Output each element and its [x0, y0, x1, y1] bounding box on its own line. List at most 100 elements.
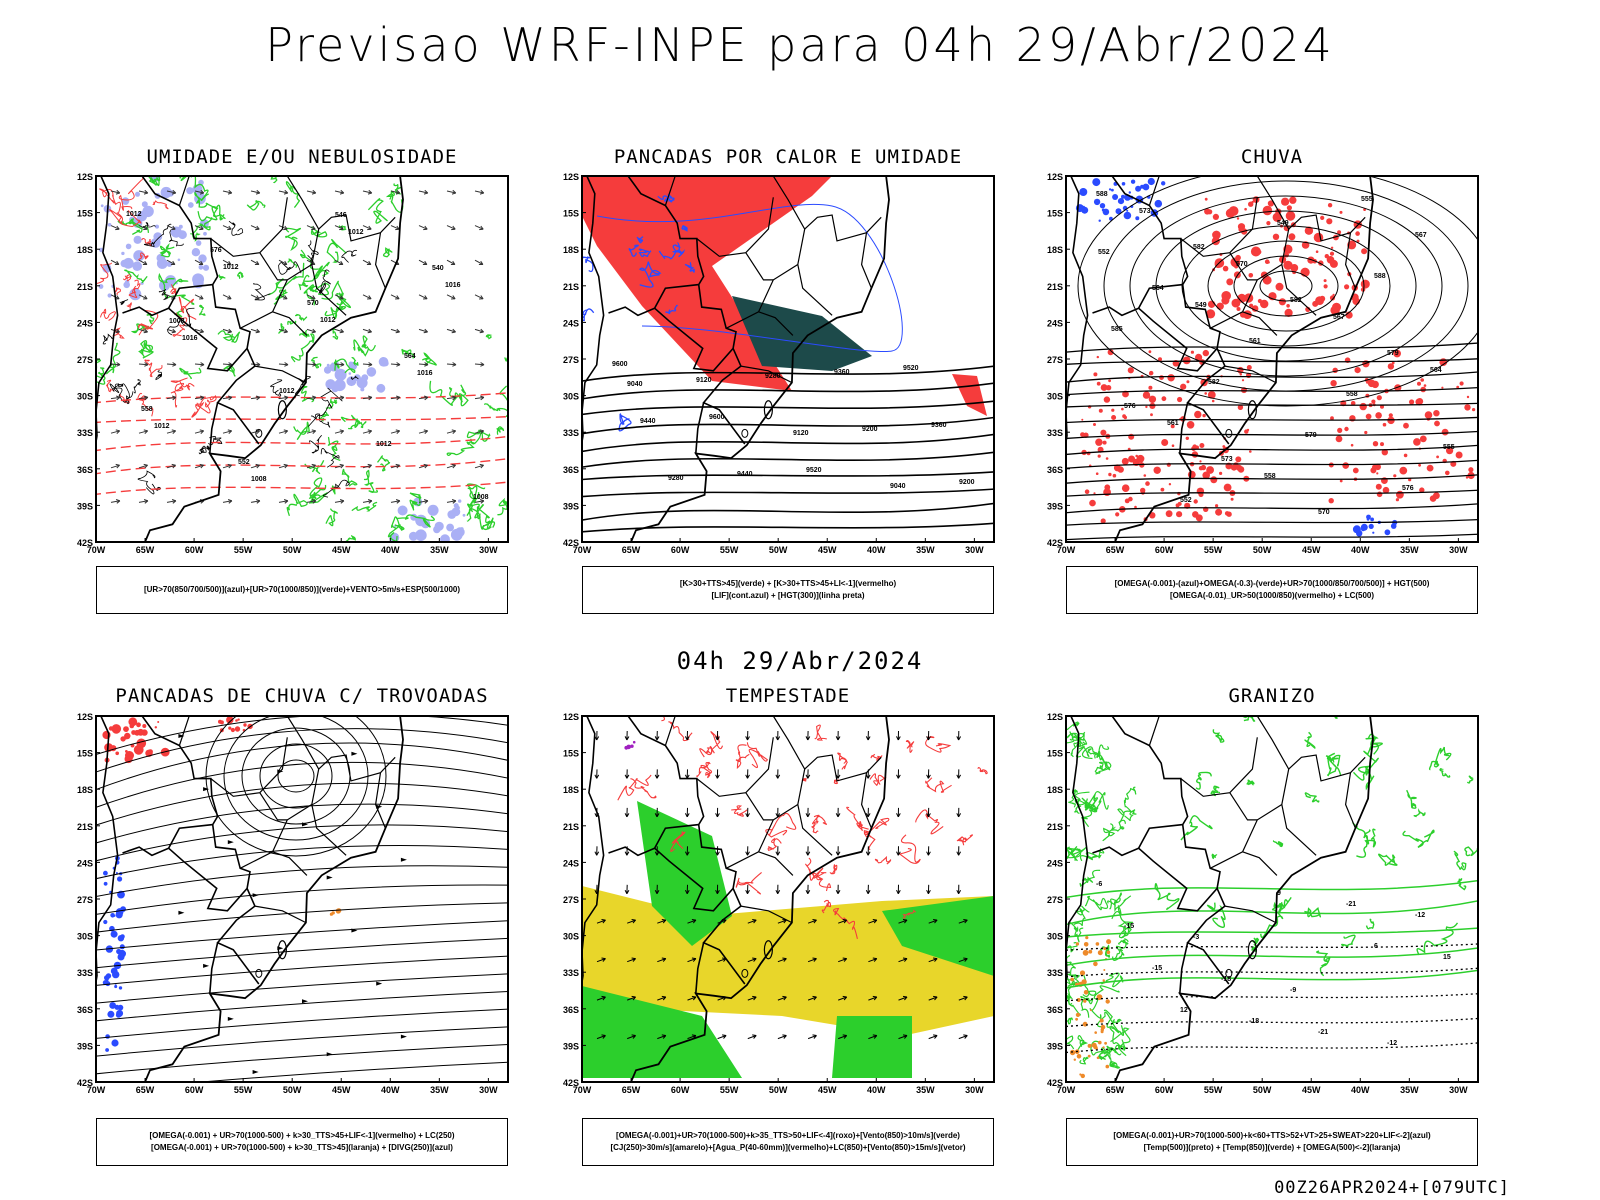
wind-arrowhead — [170, 260, 176, 265]
lon-tick-label: 50W — [1253, 1085, 1272, 1095]
field-speck — [1145, 405, 1148, 409]
contour-squiggle — [1453, 850, 1467, 871]
field-speck — [111, 1039, 119, 1047]
field-speck — [123, 726, 129, 732]
field-speck — [1195, 353, 1203, 361]
wind-arrowhead — [367, 429, 373, 434]
wind-arrowhead — [200, 395, 205, 401]
wind-arrowhead — [654, 813, 660, 818]
field-speck — [326, 363, 330, 367]
contour-squiggle — [137, 392, 154, 417]
field-speck — [626, 746, 629, 749]
wind-arrowhead — [115, 429, 121, 434]
field-speck — [1246, 428, 1250, 432]
state-border — [1288, 214, 1366, 242]
wind-vector — [418, 464, 428, 469]
state-border — [259, 792, 288, 821]
wind-vector — [278, 363, 289, 366]
contour-squiggle — [731, 805, 748, 817]
lon-tick-label: 40W — [381, 1085, 400, 1095]
field-speck — [1237, 404, 1244, 410]
field-speck — [116, 1009, 124, 1017]
contour-label: 576 — [1124, 403, 1136, 410]
field-speck — [1100, 1028, 1104, 1032]
field-speck — [1278, 298, 1286, 306]
wind-arrowhead — [752, 995, 757, 1001]
contour-squiggle — [446, 441, 476, 457]
lat-tick-label: 33S — [77, 428, 93, 438]
wind-vector — [446, 190, 456, 194]
contour-label: 9360 — [931, 422, 947, 429]
wind-arrowhead — [654, 736, 660, 741]
contour-squiggle — [218, 274, 226, 281]
contour-squiggle — [361, 335, 377, 352]
field-speck — [103, 919, 108, 925]
field-speck — [1095, 472, 1099, 476]
field-speck — [1147, 177, 1155, 186]
state-border — [664, 176, 676, 206]
contour-squiggle — [767, 837, 782, 851]
country-border — [654, 284, 737, 372]
wind-arrowhead — [956, 813, 962, 818]
contour-squiggle — [681, 225, 688, 232]
wind-arrowhead — [654, 889, 660, 895]
contour-label: 9520 — [903, 365, 919, 372]
wind-vector — [390, 225, 400, 230]
field-speck — [1094, 1031, 1097, 1034]
field-speck — [118, 986, 123, 990]
contour-label: 9040 — [890, 483, 906, 490]
field-speck — [1079, 188, 1088, 196]
wind-arrowhead — [865, 736, 871, 741]
field-speck — [1288, 233, 1296, 241]
coastline-east — [630, 176, 890, 542]
lon-tick-label: 30W — [1449, 545, 1468, 555]
contour-label: -3 — [1193, 934, 1199, 941]
wind-vector — [194, 363, 205, 366]
contour-squiggle — [303, 284, 318, 306]
wind-arrowhead — [171, 328, 176, 334]
wind-vector — [446, 464, 456, 469]
contour-squiggle — [340, 414, 359, 430]
field-speck — [1390, 523, 1397, 529]
contour-squiggle — [1246, 779, 1255, 786]
field-speck — [1472, 408, 1476, 412]
wind-arrowhead — [752, 1034, 757, 1039]
field-speck — [1134, 505, 1137, 509]
wind-vector — [390, 363, 401, 366]
field-speck — [1112, 194, 1119, 200]
contour-squiggle — [170, 382, 185, 408]
wind-arrowhead — [423, 463, 428, 469]
country-border — [702, 888, 746, 985]
field-speck — [1387, 363, 1395, 370]
wind-850-area-mid — [832, 1016, 912, 1078]
field-speck — [1212, 230, 1221, 240]
wind-vector — [446, 363, 457, 366]
wind-vector — [390, 294, 400, 300]
isoline — [1066, 430, 1478, 440]
country-border — [582, 176, 605, 447]
lon-tick-label: 70W — [573, 545, 592, 555]
wind-vector — [868, 958, 877, 963]
contour-label: -21 — [1346, 901, 1356, 908]
field-speck — [1170, 424, 1175, 429]
contour-squiggle — [298, 329, 310, 338]
wind-arrowhead — [199, 328, 204, 334]
contour-label: 555 — [1443, 444, 1455, 451]
country-border — [168, 284, 251, 372]
wind-vector — [717, 1035, 727, 1040]
contour-squiggle — [351, 356, 359, 367]
field-speck — [433, 525, 441, 534]
field-speck — [1070, 977, 1075, 982]
field-speck — [1216, 302, 1224, 310]
country-border — [216, 888, 260, 985]
contour-squiggle — [326, 238, 347, 263]
wind-vector — [278, 464, 288, 469]
field-speck — [1376, 472, 1379, 475]
state-border — [318, 754, 396, 782]
wind-arrowhead — [143, 295, 148, 300]
lagoa-mirim — [255, 428, 263, 438]
field-speck — [166, 261, 173, 267]
map-content: 9600 9600 9520 9520 9440 9440 9360 9360 9280 9280… — [582, 176, 994, 542]
field-speck — [195, 240, 202, 246]
contour-label: 1012 — [126, 211, 142, 218]
